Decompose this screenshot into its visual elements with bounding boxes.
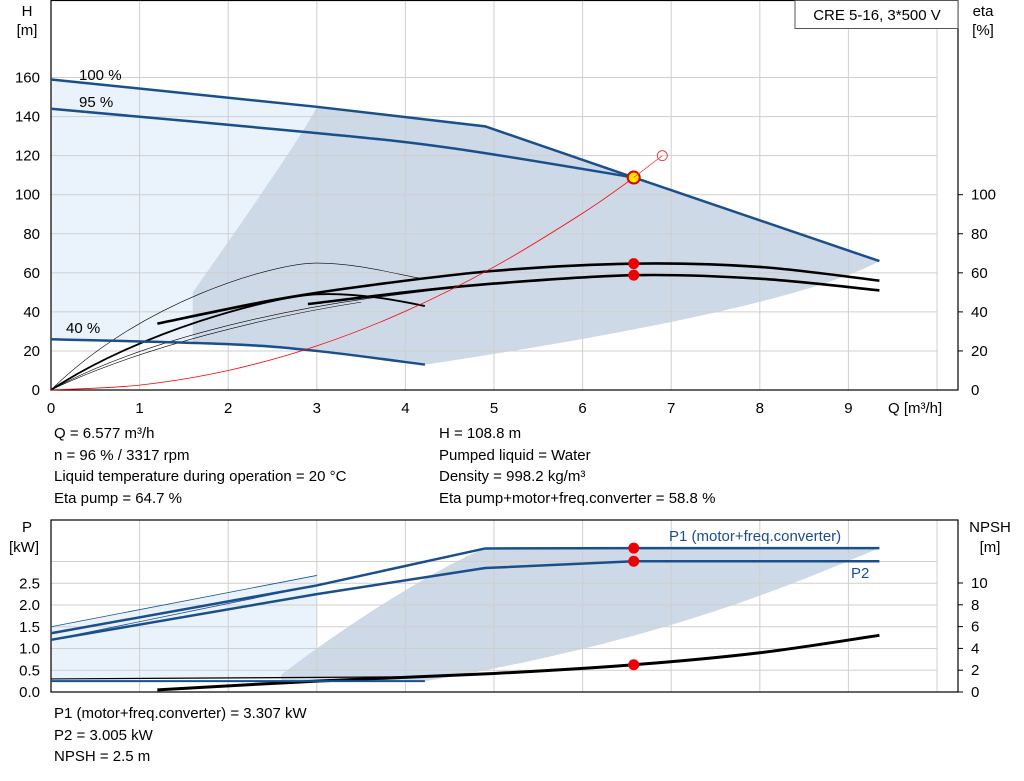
chart-title: CRE 5-16, 3*500 V [813,7,941,24]
info-speed: n = 96 % / 3317 rpm [54,446,190,464]
y-tick-label: 60 [23,265,40,282]
x-tick-label: 2 [224,400,232,417]
speed-label-95: 95 % [79,94,113,111]
info-h: H = 108.8 m [439,425,522,442]
y-axis-label-name: H [22,3,33,20]
speed-100-extension [50,79,317,108]
y-tick-label: 160 [15,70,40,87]
y2-tick-label: 80 [971,226,988,243]
info-eta-total: Eta pump+motor+freq.converter = 58.8 % [439,489,716,507]
p2-extension [50,585,317,641]
series-eta-total [307,273,880,306]
p1-marker [628,542,640,554]
y2-tick-label: 0 [971,382,979,399]
npsh-tick-label: 10 [971,575,988,592]
x-tick-label: 1 [135,400,143,417]
npsh-tick-label: 2 [971,662,979,679]
y-tick-label: 0 [32,382,40,399]
eta-curve-thin [50,262,424,391]
p2-series-label: P2 [851,565,869,582]
p-tick-label: 2.5 [19,575,40,592]
series-eta-pump [157,262,880,325]
npsh-tick-label: 8 [971,597,979,614]
series-p2 [50,560,880,642]
x-tick-label: 4 [401,400,409,417]
y2-axis-label-unit: [%] [972,22,994,39]
y2-tick-label: 20 [971,343,988,360]
x-tick-label: 9 [844,400,852,417]
x-axis-label: Q [m³/h] [888,400,942,417]
y2-tick-label: 60 [971,265,988,282]
top-plot-frame [50,0,959,391]
info-liquid-temp: Liquid temperature during operation = 20… [54,468,347,485]
series-npsh [157,633,880,692]
y-tick-label: 80 [23,226,40,243]
eta-curve-thin [50,301,362,391]
p-axis-label-name: P [22,519,32,536]
info-npsh: NPSH = 2.5 m [54,748,151,765]
npsh-tick-label: 4 [971,640,979,657]
required-point-link [633,155,663,178]
info-eta-pump: Eta pump = 64.7 % [54,489,182,507]
x-tick-label: 0 [47,400,55,417]
x-tick-label: 6 [578,400,586,417]
speed-40-extension [50,338,158,342]
info-q: Q = 6.577 m³/h [54,425,155,442]
eta-pump-marker [628,258,640,270]
eta-total-marker [628,269,640,281]
p-axis-label-unit: [kW] [9,539,39,556]
duty-info-right: H = 108.8 m Pumped liquid = Water Densit… [439,423,715,509]
eta-curve-thin [50,282,495,391]
p-tick-label: 2.0 [19,597,40,614]
info-density: Density = 998.2 kg/m³ [439,468,586,485]
y-tick-label: 120 [15,148,40,165]
p-tick-label: 0.5 [19,662,40,679]
npsh-marker [628,659,640,671]
x-tick-label: 3 [313,400,321,417]
operating-area [192,106,880,365]
y-tick-label: 40 [23,304,40,321]
power-info: P1 (motor+freq.converter) = 3.307 kW P2 … [54,703,307,768]
y2-axis-label-name: eta [973,3,995,20]
series-system-curve [50,177,635,391]
speed-label-40: 40 % [66,320,100,337]
speed-label-100: 100 % [79,67,122,84]
p-tick-label: 1.5 [19,619,40,636]
y-tick-label: 20 [23,343,40,360]
y-tick-label: 100 [15,187,40,204]
info-p2: P2 = 3.005 kW [54,726,153,744]
npsh-axis-label-name: NPSH [969,519,1011,536]
x-tick-label: 7 [667,400,675,417]
y2-tick-label: 100 [971,187,996,204]
npsh-tick-label: 6 [971,619,979,636]
p-tick-label: 1.0 [19,641,40,658]
npsh-axis-label-unit: [m] [980,539,1001,556]
speed-95-extension [50,108,308,133]
required-point-marker [656,150,668,162]
info-p1: P1 (motor+freq.converter) = 3.307 kW [54,705,307,722]
bottom-plot-frame [50,519,959,693]
info-liquid: Pumped liquid = Water [439,446,591,464]
power-operating-area [281,548,880,682]
p-tick-label: 0.0 [19,684,40,701]
p1-extension [50,575,317,628]
p1-series-label: P1 (motor+freq.converter) [669,528,841,545]
y-axis-label-unit: [m] [17,22,38,39]
series-p1-motor-freq-converter- [50,546,880,635]
y-tick-label: 140 [15,109,40,126]
x-tick-label: 8 [756,400,764,417]
y2-tick-label: 40 [971,304,988,321]
x-tick-label: 5 [490,400,498,417]
p2-marker [628,555,640,567]
title-box [794,0,959,29]
npsh-tick-label: 0 [971,684,979,701]
npsh-40-curve [50,676,425,680]
duty-info-left: Q = 6.577 m³/h n = 96 % / 3317 rpm Liqui… [54,423,346,509]
